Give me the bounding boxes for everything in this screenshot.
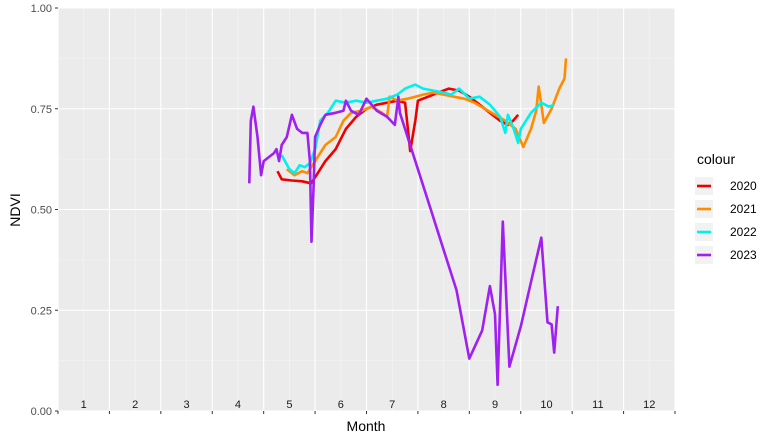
month-label: 2 (132, 399, 138, 411)
legend-label-2020: 2020 (730, 179, 757, 193)
series-line-2023 (248, 95, 560, 387)
month-label: 10 (540, 399, 552, 411)
month-label: 11 (592, 399, 603, 411)
legend-label-2023: 2023 (730, 248, 757, 262)
y-tick-label: 1.00 (31, 3, 52, 15)
y-tick-label: 0.25 (31, 305, 52, 317)
legend-title: colour (697, 151, 735, 167)
y-axis-title: NDVI (7, 193, 23, 226)
month-label: 9 (492, 399, 498, 411)
y-tick-label: 0.75 (31, 104, 52, 116)
month-label: 6 (338, 399, 344, 411)
y-axis: 0.00 0.25 0.50 0.75 1.00 (31, 3, 58, 418)
legend: colour 2020 2021 2022 2023 (695, 151, 757, 264)
x-axis-title: Month (347, 418, 386, 434)
month-label: 7 (389, 399, 395, 411)
month-label: 1 (81, 399, 87, 411)
legend-label-2022: 2022 (730, 225, 757, 239)
month-label: 3 (183, 399, 189, 411)
x-axis (57, 411, 676, 414)
series-line-2021 (286, 58, 568, 177)
month-labels: 1 2 3 4 5 6 7 8 9 10 11 12 (81, 399, 656, 411)
series-lines (248, 58, 568, 387)
month-label: 5 (286, 399, 292, 411)
legend-label-2021: 2021 (730, 202, 757, 216)
y-tick-label: 0.50 (31, 205, 52, 217)
month-label: 12 (643, 399, 655, 411)
month-label: 8 (441, 399, 447, 411)
y-tick-label: 0.00 (31, 406, 52, 418)
month-label: 4 (235, 399, 241, 411)
